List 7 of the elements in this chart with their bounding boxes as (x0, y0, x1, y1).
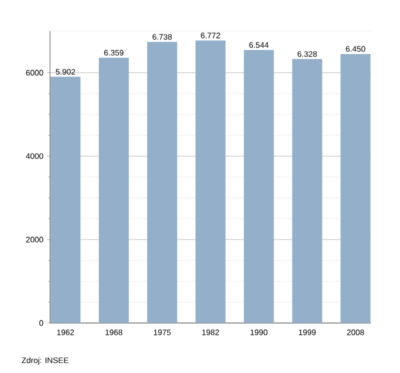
bar (244, 50, 274, 323)
bar (196, 40, 226, 323)
bar (147, 42, 178, 323)
bar (340, 54, 371, 323)
bar (98, 58, 129, 323)
bar (50, 76, 80, 323)
bar (292, 59, 322, 323)
